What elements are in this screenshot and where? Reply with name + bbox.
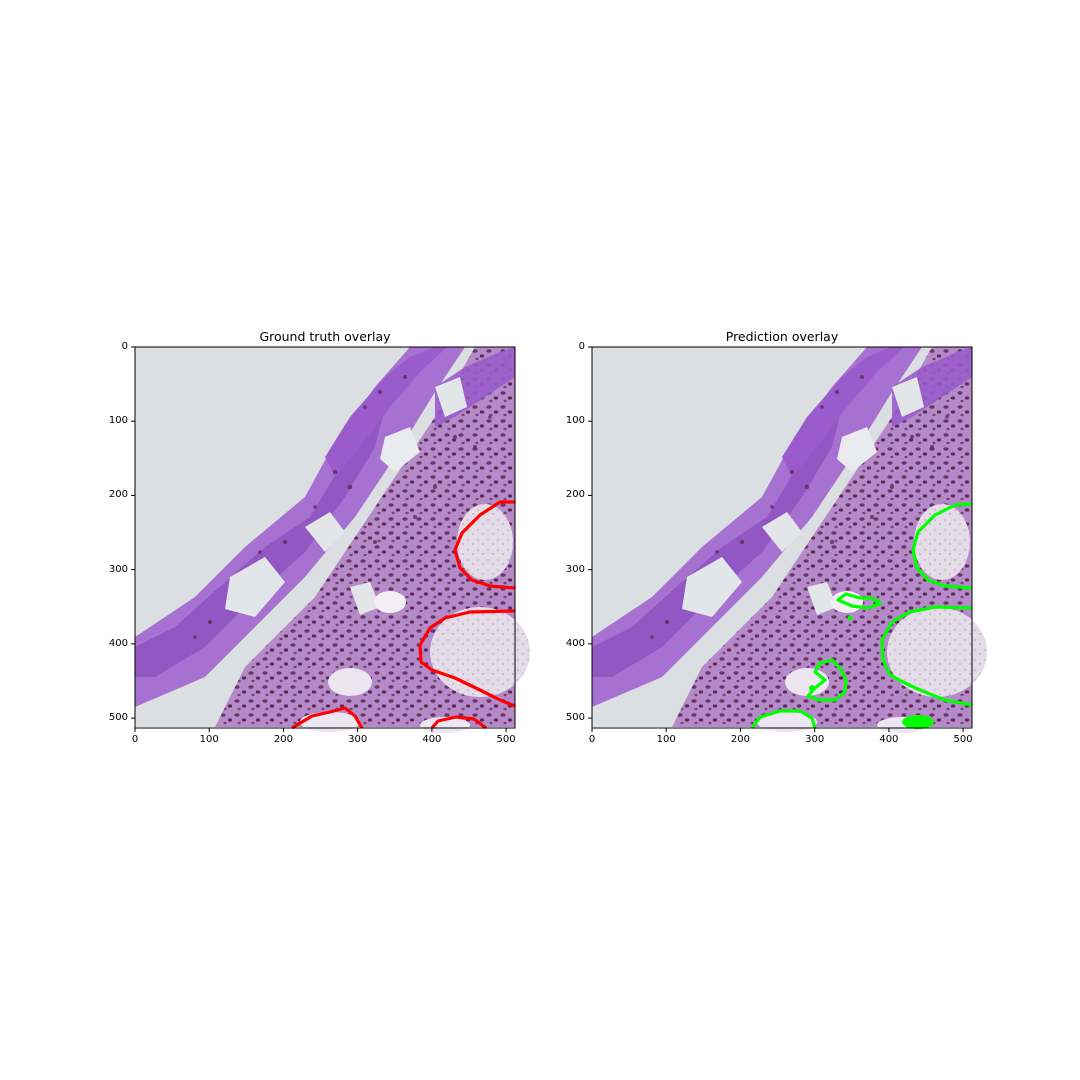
x-tick-label: 0 bbox=[588, 734, 596, 745]
axes-frame bbox=[134, 346, 516, 729]
y-tick-label: 200 bbox=[108, 489, 128, 501]
axes-frame bbox=[591, 346, 973, 729]
contour-small-lesion bbox=[806, 658, 848, 702]
y-tick-label: 100 bbox=[565, 415, 585, 427]
speck bbox=[809, 685, 815, 691]
contour-gland-bottom-left bbox=[750, 709, 817, 729]
y-tick-label: 500 bbox=[565, 712, 585, 724]
blob-bottom-right bbox=[902, 715, 934, 729]
x-tick-label: 200 bbox=[273, 734, 293, 745]
panel-prediction bbox=[591, 346, 987, 733]
x-tick-label: 100 bbox=[199, 734, 219, 745]
contour-gland-mid-right bbox=[880, 605, 973, 707]
y-tick-label: 0 bbox=[121, 341, 128, 352]
ground-truth-contours bbox=[291, 500, 516, 730]
contour-gland-bottom-right bbox=[430, 715, 487, 730]
y-tick-label: 100 bbox=[108, 415, 128, 427]
x-tick-label: 400 bbox=[879, 734, 899, 745]
contour-gland-upper-right bbox=[453, 500, 516, 590]
contour-gland-bottom-left bbox=[291, 706, 364, 730]
contour-gland-upper-right bbox=[911, 502, 973, 590]
x-tick-label: 500 bbox=[953, 734, 973, 745]
x-tick-label: 100 bbox=[656, 734, 676, 745]
y-tick-label: 300 bbox=[565, 563, 585, 575]
y-tick-label: 400 bbox=[108, 637, 128, 649]
tissue-image bbox=[592, 347, 987, 733]
y-tick-label: 200 bbox=[565, 489, 585, 501]
x-tick-label: 0 bbox=[131, 734, 139, 745]
speck bbox=[875, 599, 881, 605]
contour-gland-mid-right bbox=[418, 609, 516, 708]
panel-title-ground-truth: Ground truth overlay bbox=[259, 329, 391, 344]
x-tick-label: 400 bbox=[422, 734, 442, 745]
tissue-image bbox=[135, 347, 530, 733]
x-tick-label: 300 bbox=[805, 734, 825, 745]
panel-title-prediction: Prediction overlay bbox=[725, 329, 839, 344]
y-tick-label: 500 bbox=[108, 712, 128, 724]
x-tick-label: 500 bbox=[496, 734, 516, 745]
speck bbox=[847, 615, 853, 621]
y-tick-label: 300 bbox=[108, 563, 128, 575]
panel-ground-truth bbox=[134, 346, 530, 733]
prediction-filled-blobs bbox=[809, 599, 934, 729]
x-tick-label: 300 bbox=[348, 734, 368, 745]
x-tick-label: 200 bbox=[730, 734, 750, 745]
y-tick-label: 0 bbox=[578, 341, 585, 352]
y-tick-label: 400 bbox=[565, 637, 585, 649]
